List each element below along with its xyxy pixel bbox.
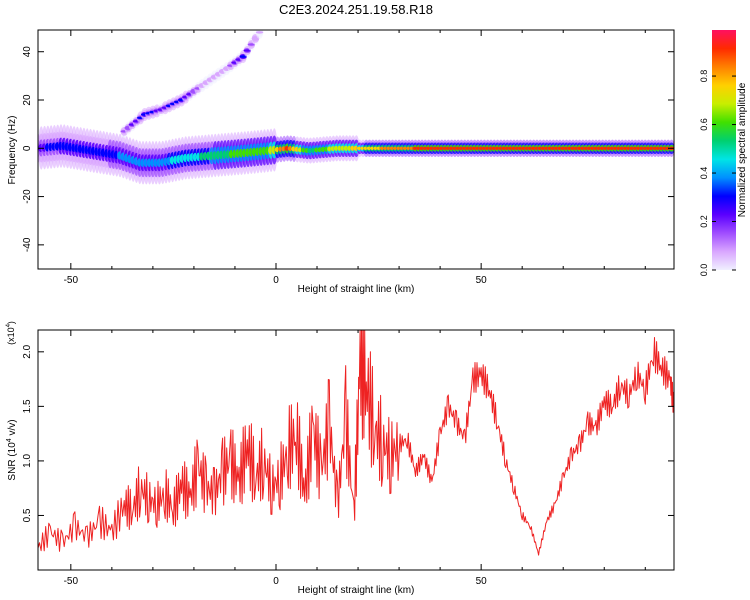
spectrogram-x-label: Height of straight line (km) <box>298 284 415 295</box>
colorbar-tick-label: 0.8 <box>699 70 709 83</box>
spectrogram-cell <box>243 49 251 52</box>
snr-y-axis: 0.5 1.0 1.5 2.0 <box>22 344 674 522</box>
colorbar-tick-label: 0.6 <box>699 118 709 131</box>
spectrogram-cell <box>255 31 264 34</box>
y-tick-label: 1.5 <box>22 399 33 413</box>
y-tick-label: 2.0 <box>22 344 33 358</box>
y-tick-label: -40 <box>22 237 33 252</box>
y-tick-label: 1.0 <box>22 454 33 468</box>
spectrogram-panel: -50 0 50 40 20 0 -20 -40 Height of straight li… <box>7 29 675 295</box>
colorbar-label: Normalized spectral amplitude <box>737 82 748 217</box>
snr-y-label: SNR (104 v/v) <box>6 419 18 480</box>
colorbar-tick-label: 0.0 <box>699 264 709 277</box>
x-tick-label: 0 <box>273 576 279 587</box>
snr-y-label-tail: v/v) <box>7 419 18 438</box>
x-tick-label: 50 <box>476 275 488 286</box>
colorbar: 0.0 0.2 0.4 0.6 0.8 Normalized spectral ampl… <box>699 30 748 276</box>
x-tick-label: -50 <box>64 576 79 587</box>
x-tick-label: 50 <box>476 576 488 587</box>
snr-multiplier-tail: ) <box>6 321 16 324</box>
snr-x-axis: -50 0 50 <box>64 330 646 587</box>
y-tick-label: 0.5 <box>22 508 33 522</box>
colorbar-tick-label: 0.2 <box>699 215 709 228</box>
x-tick-label: 0 <box>273 275 279 286</box>
snr-multiplier-exp: 4 <box>6 323 12 327</box>
snr-y-label-base: SNR (10 <box>7 442 18 481</box>
snr-series-line <box>38 330 674 556</box>
colorbar-scale <box>712 30 736 270</box>
y-tick-label: -20 <box>22 189 33 204</box>
snr-frame <box>37 329 675 571</box>
spectrogram-cell <box>247 43 256 46</box>
snr-multiplier-base: (x10 <box>6 327 16 345</box>
spectrogram-frame <box>37 29 675 270</box>
y-tick-label: 40 <box>22 46 33 58</box>
snr-y-label-exp: 4 <box>6 438 13 442</box>
snr-x-label: Height of straight line (km) <box>298 585 415 596</box>
spectrogram-heatmap <box>38 30 674 185</box>
figure-title: C2E3.2024.251.19.58.R18 <box>279 2 433 17</box>
snr-multiplier: (x104) <box>6 321 16 345</box>
y-tick-label: 20 <box>22 94 33 106</box>
x-tick-label: -50 <box>64 275 79 286</box>
spectrogram-y-label: Frequency (Hz) <box>7 116 18 185</box>
spectrogram-cell <box>251 37 260 40</box>
snr-panel: -50 0 50 0.5 1.0 1.5 2.0 Height of straight l… <box>6 321 675 596</box>
colorbar-ticks: 0.0 0.2 0.4 0.6 0.8 <box>699 70 736 276</box>
colorbar-tick-label: 0.4 <box>699 167 709 180</box>
y-tick-label: 0 <box>22 145 33 151</box>
spectrogram-x-axis: -50 0 50 <box>64 30 646 286</box>
spectrogram-y-axis: 40 20 0 -20 -40 <box>22 46 674 252</box>
spectrogram-cell <box>239 55 247 58</box>
